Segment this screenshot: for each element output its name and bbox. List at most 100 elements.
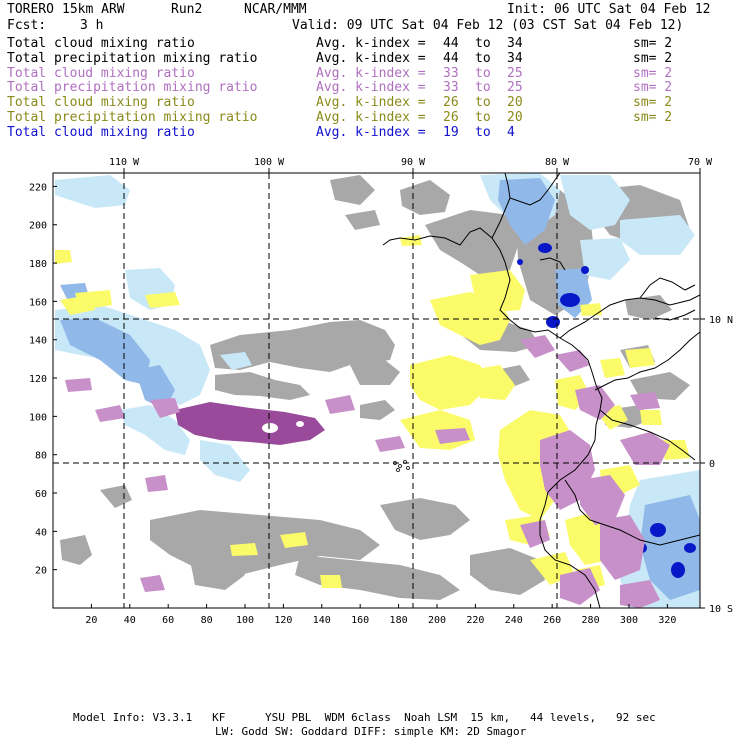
dark-blue-cloud-core <box>650 523 666 537</box>
legend-index-label: Avg. k-index = <box>316 36 426 51</box>
y-tick-label: 80 <box>35 451 47 462</box>
yellow-precip-region <box>75 290 112 310</box>
legend-range-from: 33 <box>443 80 459 96</box>
legend-range-from: 19 <box>443 124 459 140</box>
gray-cloud-region <box>215 372 310 400</box>
coastline <box>491 173 511 239</box>
lon-label: 110 W <box>109 157 140 168</box>
init-time: Init: 06 UTC Sat 04 Feb 12 <box>507 2 711 17</box>
y-tick-label: 60 <box>35 489 47 500</box>
cloud-gap <box>262 423 278 433</box>
lat-label: 10 S <box>709 604 733 615</box>
blue-cloud-region <box>640 495 700 600</box>
x-tick-label: 60 <box>162 615 174 626</box>
dark-blue-cloud-core <box>538 243 552 253</box>
purple-precip-region <box>630 392 660 410</box>
yellow-precip-region <box>400 235 422 246</box>
light-blue-cloud-region <box>120 405 190 455</box>
island <box>406 466 410 470</box>
legend-field-name: Total precipitation mixing ratio <box>7 80 258 96</box>
legend-field-name: Total cloud mixing ratio <box>7 124 195 140</box>
legend-smoothing: sm= 2 <box>633 36 673 51</box>
coastline <box>654 309 696 321</box>
purple-precip-region <box>620 580 660 608</box>
axes: 110 W 100 W 90 W 80 W 70 W 10 N 0 10 S 20 40 60 80 1… <box>29 157 733 626</box>
lon-label: 90 W <box>401 157 426 168</box>
legend-index-label: Avg. k-index = <box>316 110 426 125</box>
gray-cloud-region <box>630 372 690 400</box>
purple-precip-region <box>140 575 165 592</box>
x-tick-label: 100 <box>236 615 254 626</box>
x-tick-label: 300 <box>620 615 638 626</box>
yellow-precip-region <box>640 410 662 425</box>
purple-precip-region <box>435 428 470 444</box>
legend-range-to-word: to <box>475 110 491 125</box>
coastline <box>509 173 561 206</box>
legend-field-name: Total cloud mixing ratio <box>7 36 195 51</box>
y-tick-label: 140 <box>29 336 47 347</box>
legend-field-name: Total cloud mixing ratio <box>7 95 195 111</box>
purple-precip-region <box>325 395 355 414</box>
legend-index-label: Avg. k-index = <box>316 95 426 111</box>
model-run: Run2 <box>171 2 203 17</box>
x-tick-label: 240 <box>505 615 523 626</box>
legend-smoothing: sm= 2 <box>633 95 673 111</box>
forecast-hours: 3 h <box>80 18 104 33</box>
model-resolution: 15km ARW <box>62 2 125 17</box>
legend-index-label: Avg. k-index = <box>316 65 426 81</box>
legend-range-to-word: to <box>475 80 491 96</box>
purple-precip-region <box>95 405 125 422</box>
legend-range-from: 26 <box>443 95 459 111</box>
y-tick-label: 40 <box>35 527 47 538</box>
purple-precip-region <box>555 350 590 372</box>
model-name: TORERO <box>7 2 54 17</box>
purple-precip-region <box>575 385 615 420</box>
legend-range-to: 4 <box>507 124 515 140</box>
purple-precip-region <box>150 398 180 418</box>
purple-precip-region <box>520 335 555 358</box>
coastline <box>559 294 700 339</box>
yellow-precip-region <box>410 355 490 410</box>
dark-blue-cloud-core <box>546 316 560 328</box>
model-info-line2: LW: Godd SW: Goddard DIFF: simple KM: 2D… <box>215 725 527 738</box>
y-tick-label: 200 <box>29 221 47 232</box>
lon-label: 70 W <box>688 157 713 168</box>
plot-frame <box>52 172 701 609</box>
yellow-precip-region <box>230 543 258 556</box>
legend-field-name: Total precipitation mixing ratio <box>7 50 258 66</box>
light-blue-cloud-region <box>560 175 630 230</box>
purple-precip-region <box>560 568 600 605</box>
gray-cloud-region <box>330 175 375 205</box>
x-tick-label: 80 <box>201 615 213 626</box>
model-info-line1: Model Info: V3.3.1 KF YSU PBL WDM 6class… <box>73 711 656 724</box>
island <box>396 468 400 472</box>
x-tick-label: 280 <box>582 615 600 626</box>
purple-precip-region <box>620 432 670 465</box>
legend-range-to: 34 <box>507 50 523 66</box>
yellow-precip-region <box>580 303 602 316</box>
legend-index-label: Avg. k-index = <box>316 124 426 140</box>
lat-label: 0 <box>709 459 715 470</box>
legend-field-name: Total precipitation mixing ratio <box>7 110 258 125</box>
lon-label: 100 W <box>254 157 285 168</box>
x-tick-label: 140 <box>313 615 331 626</box>
purple-precip-region <box>145 475 168 492</box>
x-tick-label: 220 <box>466 615 484 626</box>
forecast-label: Fcst: <box>7 18 47 33</box>
gray-cloud-region <box>60 535 92 565</box>
cloud-fields <box>55 173 700 608</box>
blue-cloud-region <box>60 318 150 385</box>
yellow-precip-region <box>600 358 625 378</box>
legend-range-to: 25 <box>507 80 523 96</box>
legend-range-from: 26 <box>443 110 459 125</box>
lat-label: 10 N <box>709 315 733 326</box>
light-blue-cloud-region <box>200 440 250 482</box>
y-tick-label: 100 <box>29 412 47 423</box>
dark-blue-cloud-core <box>581 266 589 274</box>
y-tick-label: 160 <box>29 297 47 308</box>
purple-precip-region <box>520 520 550 548</box>
legend-field-name: Total cloud mixing ratio <box>7 65 195 81</box>
y-tick-label: 220 <box>29 182 47 193</box>
purple-precip-region <box>600 515 645 580</box>
coastline <box>599 409 696 461</box>
